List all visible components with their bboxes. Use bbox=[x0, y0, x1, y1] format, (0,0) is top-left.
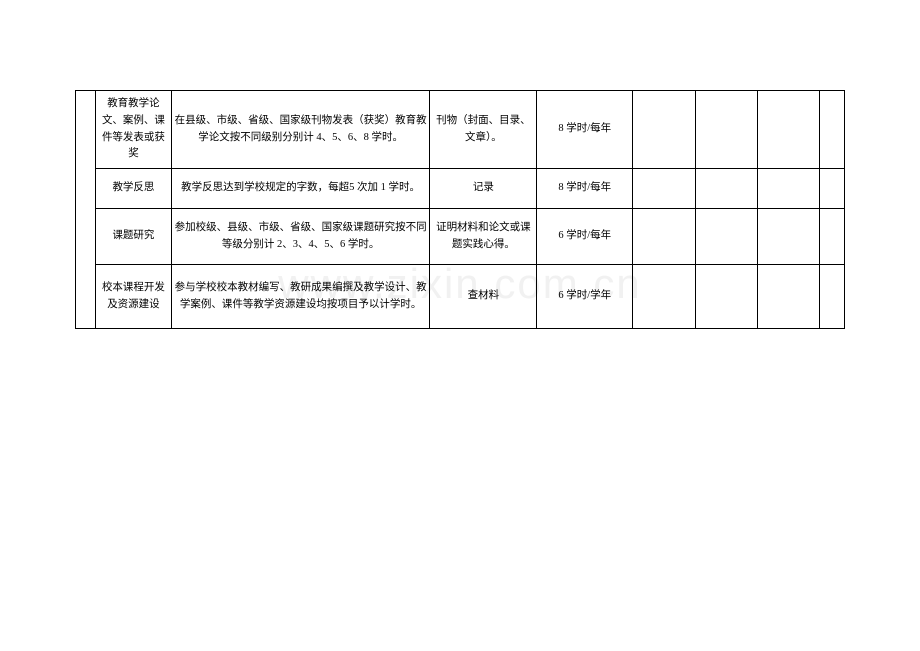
empty-cell bbox=[820, 209, 845, 265]
empty-cell bbox=[633, 265, 695, 329]
limit-cell: 6 学时/学年 bbox=[537, 265, 633, 329]
empty-cell bbox=[695, 209, 757, 265]
empty-cell bbox=[633, 209, 695, 265]
category-cell: 课题研究 bbox=[96, 209, 172, 265]
description-cell: 参加校级、县级、市级、省级、国家级课题研究按不同等级分别计 2、3、4、5、6 … bbox=[171, 209, 430, 265]
table-row: 校本课程开发及资源建设 参与学校校本教材编写、教研成果编撰及教学设计、教学案例、… bbox=[76, 265, 845, 329]
empty-cell bbox=[695, 169, 757, 209]
table-row: 教育教学论文、案例、课件等发表或获奖 在县级、市级、省级、国家级刊物发表（获奖）… bbox=[76, 91, 845, 169]
limit-cell: 8 学时/每年 bbox=[537, 169, 633, 209]
empty-cell bbox=[820, 169, 845, 209]
evidence-cell: 证明材料和论文或课题实践心得。 bbox=[430, 209, 537, 265]
description-cell: 教学反思达到学校规定的字数，每超5 次加 1 学时。 bbox=[171, 169, 430, 209]
category-cell: 教学反思 bbox=[96, 169, 172, 209]
empty-cell bbox=[758, 209, 820, 265]
description-cell: 参与学校校本教材编写、教研成果编撰及教学设计、教学案例、课件等教学资源建设均按项… bbox=[171, 265, 430, 329]
empty-cell bbox=[820, 91, 845, 169]
description-cell: 在县级、市级、省级、国家级刊物发表（获奖）教育教学论文按不同级别分别计 4、5、… bbox=[171, 91, 430, 169]
empty-cell bbox=[633, 169, 695, 209]
credits-table: 教育教学论文、案例、课件等发表或获奖 在县级、市级、省级、国家级刊物发表（获奖）… bbox=[75, 90, 845, 329]
limit-cell: 8 学时/每年 bbox=[537, 91, 633, 169]
empty-cell bbox=[820, 265, 845, 329]
evidence-cell: 刊物（封面、目录、文章）。 bbox=[430, 91, 537, 169]
table-body: 教育教学论文、案例、课件等发表或获奖 在县级、市级、省级、国家级刊物发表（获奖）… bbox=[76, 91, 845, 329]
empty-cell bbox=[758, 169, 820, 209]
category-cell: 校本课程开发及资源建设 bbox=[96, 265, 172, 329]
table-row: 课题研究 参加校级、县级、市级、省级、国家级课题研究按不同等级分别计 2、3、4… bbox=[76, 209, 845, 265]
limit-cell: 6 学时/每年 bbox=[537, 209, 633, 265]
empty-cell bbox=[633, 91, 695, 169]
left-spanner-cell bbox=[76, 91, 96, 329]
evidence-cell: 查材料 bbox=[430, 265, 537, 329]
empty-cell bbox=[695, 91, 757, 169]
empty-cell bbox=[695, 265, 757, 329]
empty-cell bbox=[758, 265, 820, 329]
category-cell: 教育教学论文、案例、课件等发表或获奖 bbox=[96, 91, 172, 169]
page-container: 教育教学论文、案例、课件等发表或获奖 在县级、市级、省级、国家级刊物发表（获奖）… bbox=[75, 90, 845, 329]
empty-cell bbox=[758, 91, 820, 169]
evidence-cell: 记录 bbox=[430, 169, 537, 209]
table-row: 教学反思 教学反思达到学校规定的字数，每超5 次加 1 学时。 记录 8 学时/… bbox=[76, 169, 845, 209]
